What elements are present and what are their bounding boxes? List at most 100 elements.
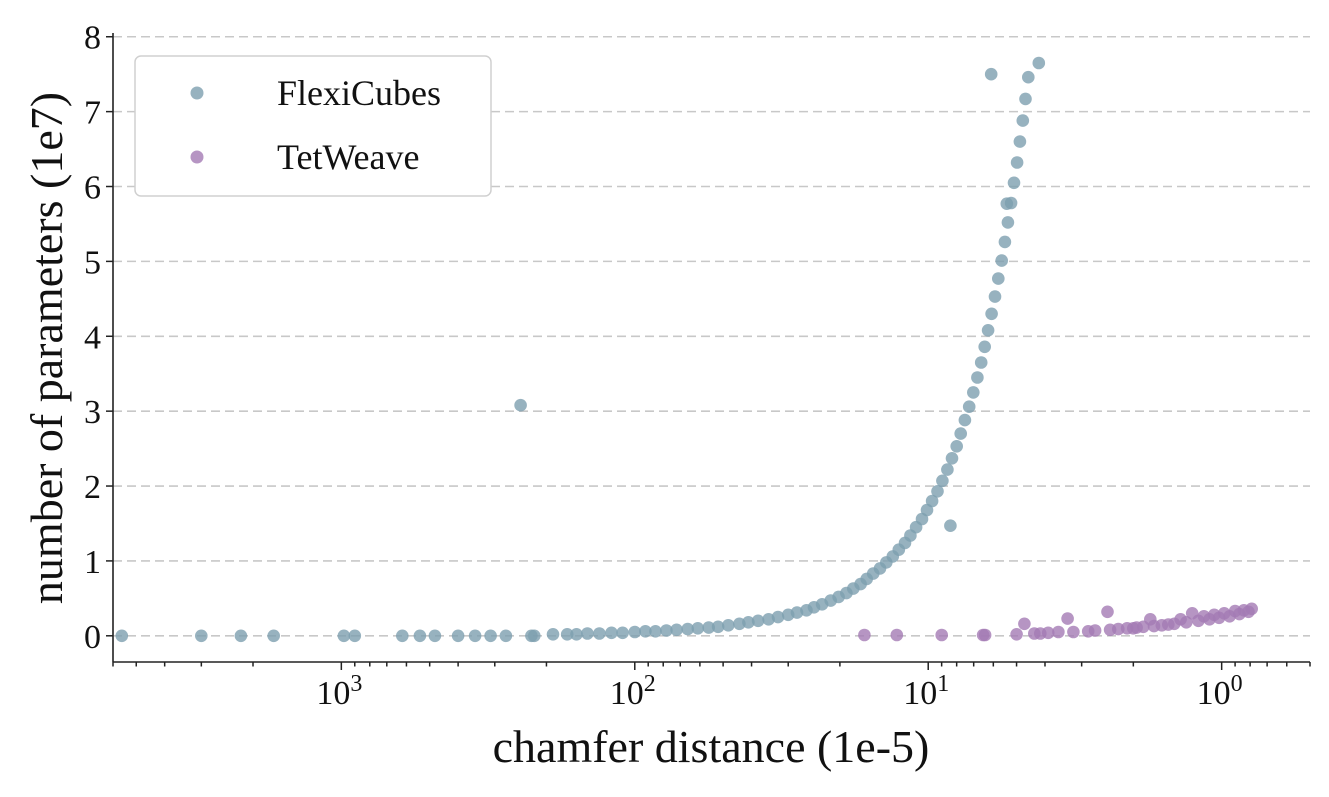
point-flexicubes-36 (762, 613, 775, 626)
point-flexicubes-11 (484, 629, 497, 643)
point-tetweave-2 (935, 628, 948, 642)
point-flexicubes-31 (711, 620, 725, 634)
point-flexicubes-59 (925, 494, 939, 508)
point-tetweave-28 (1180, 616, 1193, 629)
point-tetweave-1 (890, 628, 904, 642)
y-tick-label-0: 0 (84, 619, 101, 656)
point-flexicubes-76 (995, 254, 1008, 267)
point-flexicubes-27 (670, 623, 683, 637)
point-flexicubes-88 (1000, 197, 1014, 210)
point-flexicubes-25 (649, 625, 662, 638)
point-tetweave-6 (1018, 617, 1031, 631)
point-flexicubes-77 (998, 235, 1012, 249)
point-flexicubes-86 (984, 67, 998, 81)
point-flexicubes-82 (1013, 135, 1027, 148)
point-tetweave-5 (1010, 628, 1023, 641)
point-flexicubes-17 (560, 628, 574, 641)
point-flexicubes-8 (428, 629, 442, 643)
point-flexicubes-3 (267, 629, 281, 643)
point-flexicubes-13 (514, 398, 527, 412)
point-flexicubes-26 (660, 624, 673, 637)
point-tetweave-11 (1061, 612, 1074, 625)
series-tetweave (858, 602, 1258, 642)
point-tetweave-14 (1088, 624, 1102, 637)
data-points (115, 56, 1258, 643)
x-tick-label-1000: 103 (316, 671, 362, 712)
point-flexicubes-78 (1001, 216, 1015, 229)
x-tick-label-10: 101 (903, 671, 949, 712)
legend-label-tetweave: TetWeave (277, 137, 420, 177)
axes (112, 33, 1310, 663)
point-flexicubes-80 (1007, 176, 1021, 190)
point-flexicubes-1 (195, 629, 208, 643)
point-tetweave-10 (1052, 625, 1065, 639)
point-flexicubes-83 (1016, 114, 1030, 127)
point-flexicubes-62 (941, 463, 954, 476)
legend-label-flexicubes: FlexiCubes (277, 73, 441, 113)
point-tetweave-4 (978, 628, 992, 642)
point-flexicubes-6 (396, 629, 409, 643)
point-flexicubes-35 (751, 614, 765, 628)
legend-box (134, 55, 492, 197)
y-tick-label-3: 3 (84, 394, 101, 431)
legend-marker-tetweave (190, 150, 204, 164)
point-flexicubes-18 (570, 628, 583, 641)
point-flexicubes-9 (451, 629, 465, 643)
point-flexicubes-66 (958, 413, 972, 427)
point-flexicubes-21 (605, 626, 618, 640)
y-axis-title: number of parameters (1e7) (21, 92, 72, 604)
point-flexicubes-84 (1019, 92, 1032, 106)
point-flexicubes-37 (771, 610, 785, 624)
series-flexicubes (115, 56, 1046, 643)
point-flexicubes-69 (971, 371, 984, 384)
point-flexicubes-39 (790, 606, 804, 619)
point-flexicubes-29 (691, 622, 705, 635)
y-tick-label-6: 6 (84, 170, 101, 207)
legend-marker-flexicubes (190, 86, 204, 100)
point-flexicubes-71 (978, 340, 991, 354)
point-flexicubes-67 (962, 400, 976, 414)
point-flexicubes-72 (981, 324, 995, 337)
point-flexicubes-61 (936, 474, 949, 488)
x-tick-label-1: 100 (1197, 671, 1243, 712)
y-tick-label-8: 8 (84, 20, 101, 57)
point-flexicubes-0 (115, 629, 129, 643)
point-flexicubes-12 (499, 629, 513, 643)
point-flexicubes-70 (974, 356, 988, 369)
point-flexicubes-34 (742, 616, 755, 629)
point-flexicubes-16 (546, 628, 560, 641)
point-flexicubes-7 (413, 629, 427, 643)
point-flexicubes-89 (944, 519, 957, 532)
point-flexicubes-85 (1022, 70, 1035, 84)
point-flexicubes-32 (722, 619, 735, 632)
point-tetweave-41 (1245, 602, 1258, 616)
x-axis-title: chamfer distance (1e-5) (493, 721, 930, 772)
x-tick-label-100: 102 (610, 671, 656, 712)
point-flexicubes-10 (468, 629, 482, 643)
x-ticks: 103 102 101 100 (112, 662, 1311, 712)
point-flexicubes-15 (528, 629, 541, 643)
point-flexicubes-74 (988, 290, 1002, 303)
point-tetweave-12 (1067, 625, 1080, 639)
legend: FlexiCubes TetWeave (134, 55, 492, 197)
point-flexicubes-23 (628, 625, 642, 639)
y-tick-label-7: 7 (84, 95, 101, 132)
point-flexicubes-68 (967, 386, 980, 399)
point-tetweave-9 (1041, 626, 1055, 640)
point-flexicubes-22 (616, 626, 629, 640)
y-tick-label-1: 1 (84, 544, 101, 581)
point-flexicubes-30 (702, 621, 715, 634)
y-tick-label-5: 5 (84, 244, 101, 281)
point-flexicubes-64 (950, 440, 963, 453)
point-flexicubes-73 (985, 307, 998, 321)
point-flexicubes-24 (639, 625, 652, 638)
y-tick-label-4: 4 (84, 319, 101, 356)
y-tick-label-2: 2 (84, 469, 101, 506)
point-flexicubes-60 (931, 485, 944, 498)
point-flexicubes-5 (348, 629, 362, 643)
point-flexicubes-20 (593, 627, 606, 640)
point-flexicubes-4 (337, 629, 351, 643)
point-flexicubes-75 (992, 272, 1005, 285)
point-flexicubes-2 (234, 629, 248, 643)
